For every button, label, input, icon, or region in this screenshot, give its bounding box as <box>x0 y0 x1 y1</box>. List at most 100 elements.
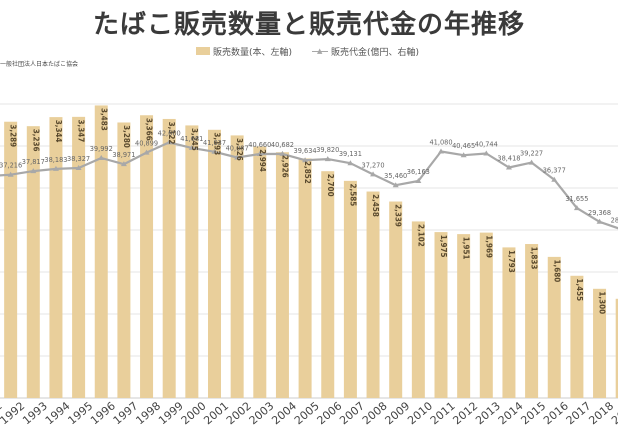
x-tick-label: 2013 <box>473 399 503 427</box>
legend-line-swatch: ▲ <box>312 47 329 55</box>
line-value-label: 38,971 <box>112 151 135 159</box>
bar <box>4 121 18 398</box>
line-value-label: 31,655 <box>565 195 588 203</box>
bar-value-label: 1,300 <box>598 291 607 314</box>
bar <box>479 232 493 398</box>
line-value-label: 38,418 <box>497 154 520 162</box>
line-point-marker <box>211 148 218 154</box>
line-point-marker <box>75 165 82 171</box>
line-point-marker <box>234 154 241 160</box>
line-point-marker <box>302 157 309 163</box>
bar-value-label: 3,366 <box>145 118 154 141</box>
x-tick-label: 2017 <box>564 399 594 427</box>
line-value-label: 40,465 <box>452 142 475 150</box>
bar <box>547 256 561 398</box>
x-tick-label: 1995 <box>65 399 95 427</box>
bar-value-label: 1,793 <box>507 250 516 273</box>
bar-value-label: 1,969 <box>484 235 493 258</box>
bar-series <box>4 105 618 399</box>
legend-bar-swatch <box>196 47 210 55</box>
line-point-marker <box>188 144 195 150</box>
bar <box>321 171 335 398</box>
bar-value-label: 3,193 <box>213 132 222 155</box>
chart-title: たばこ販売数量と販売代金の年推移 <box>92 10 525 40</box>
line-value-label: 35,460 <box>384 172 407 180</box>
bar <box>389 201 403 398</box>
bar <box>411 221 425 398</box>
x-tick-label: 2010 <box>405 399 435 427</box>
line-value-label: 40,087 <box>226 144 249 152</box>
bar-value-label: 2,102 <box>416 224 425 247</box>
line-value-label: 42,600 <box>158 129 181 137</box>
x-tick-label: 1993 <box>20 399 50 427</box>
bar <box>72 116 86 399</box>
line-point-marker <box>347 160 354 166</box>
x-tick-label: 2006 <box>315 399 345 427</box>
bar <box>26 126 40 399</box>
bar <box>525 244 539 398</box>
x-tick-label: 2015 <box>518 399 548 427</box>
x-tick-label: 2009 <box>383 399 413 427</box>
x-tick-label: 2003 <box>247 399 277 427</box>
line-point-marker <box>120 161 127 167</box>
line-value-label: 41,681 <box>180 135 203 143</box>
line-value-label: 40,899 <box>135 140 158 148</box>
line-value-label: 40,744 <box>475 141 498 149</box>
line-point-marker <box>143 149 150 155</box>
x-tick-label: 2012 <box>450 399 480 427</box>
line-point-marker <box>256 151 263 157</box>
bar <box>94 105 108 398</box>
bar <box>457 234 471 398</box>
bar <box>140 115 154 399</box>
bar-value-label: 3,126 <box>235 138 244 161</box>
line-point-marker <box>52 165 59 171</box>
x-tick-label: 2016 <box>541 399 571 427</box>
bar <box>593 288 607 398</box>
bar <box>117 122 131 398</box>
data-labels: 3,2663,2893,2363,3443,3473,4833,2803,366… <box>0 108 618 314</box>
x-tick-label: 2004 <box>269 399 299 427</box>
line-point-marker <box>30 168 37 174</box>
bar-value-label: 1,680 <box>552 259 561 282</box>
x-tick-label: 1997 <box>111 399 141 427</box>
line-point-marker <box>528 159 535 165</box>
x-tick-label: 2002 <box>224 399 254 427</box>
line-value-label: 37,817 <box>22 158 45 166</box>
legend: 販売数量(本、左軸) ▲ 販売代金(億円、右軸) <box>196 44 439 58</box>
line-value-label: 39,992 <box>90 145 113 153</box>
line-value-label: 39,820 <box>316 146 339 154</box>
bar <box>162 118 176 399</box>
bar <box>502 247 516 398</box>
line-point-marker <box>483 150 490 156</box>
source-note: 一般社団法人日本たばこ協会 <box>0 61 79 68</box>
line-value-label: 37,216 <box>0 162 22 170</box>
bar <box>49 117 63 398</box>
line-point-marker <box>551 176 558 182</box>
bar-value-label: 3,483 <box>99 108 108 131</box>
bar-value-label: 3,344 <box>54 120 63 143</box>
bar-value-label: 1,951 <box>462 237 471 260</box>
bar <box>570 275 584 398</box>
line-point-marker <box>7 171 14 177</box>
line-point-marker <box>596 218 603 224</box>
line-value-label: 39,634 <box>294 147 317 155</box>
bar <box>208 129 221 398</box>
bar <box>434 232 448 398</box>
line-value-label: 41,080 <box>429 139 452 147</box>
x-tick-label: 1996 <box>88 399 118 427</box>
bar <box>230 135 244 398</box>
x-tick-label: 2008 <box>360 399 390 427</box>
legend-item-line: ▲ 販売代金(億円、右軸) <box>312 45 419 58</box>
bar <box>298 158 312 398</box>
x-tick-label: 2007 <box>337 399 367 427</box>
bar-value-label: 2,926 <box>280 155 289 178</box>
line-point-marker <box>460 152 467 158</box>
line-value-label: 38,327 <box>67 155 90 163</box>
line-point-marker <box>392 182 399 188</box>
x-tick-label: 2000 <box>179 399 209 427</box>
x-tick-label: 2011 <box>428 399 458 427</box>
x-tick-label: 1999 <box>156 399 186 427</box>
line-value-label: 29,368 <box>588 209 611 217</box>
line-point-marker <box>166 139 173 145</box>
